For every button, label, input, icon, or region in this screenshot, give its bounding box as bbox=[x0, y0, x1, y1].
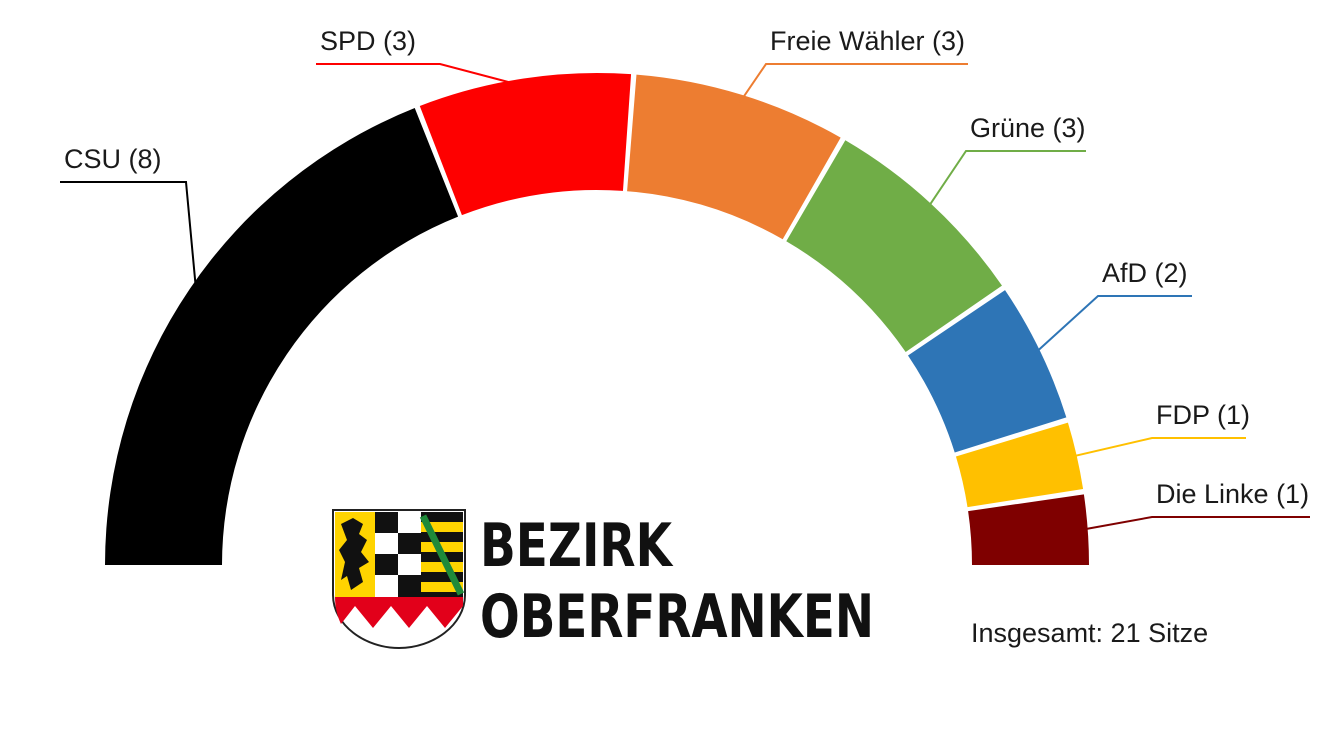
chart-arcs bbox=[105, 73, 1089, 566]
label-grüne: Grüne (3) bbox=[970, 113, 1086, 143]
label-freie-wähler: Freie Wähler (3) bbox=[770, 26, 965, 56]
leader-afd bbox=[1032, 295, 1192, 356]
arc-fdp bbox=[955, 422, 1084, 508]
leader-freie-wähler bbox=[738, 63, 968, 104]
oberfranken-coat-of-arms-icon bbox=[332, 509, 466, 650]
arc-freie-wähler bbox=[627, 74, 841, 240]
arc-csu bbox=[105, 108, 459, 566]
logo-line-1: BEZIRK bbox=[480, 511, 674, 581]
leader-die-linke bbox=[1079, 516, 1310, 532]
leader-spd bbox=[316, 63, 526, 88]
arc-die-linke bbox=[968, 494, 1089, 565]
chart-labels: CSU (8) SPD (3) Freie Wähler (3) Grüne (3) A… bbox=[64, 26, 1309, 509]
leader-csu bbox=[60, 181, 198, 294]
leader-grüne bbox=[925, 150, 1086, 211]
leader-fdp bbox=[1068, 437, 1246, 459]
total-seats-label: Insgesamt: 21 Sitze bbox=[971, 618, 1208, 648]
arc-afd bbox=[907, 290, 1067, 453]
chart-leaders bbox=[60, 63, 1310, 532]
label-spd: SPD (3) bbox=[320, 26, 416, 56]
arc-grüne bbox=[786, 140, 1002, 353]
arc-spd bbox=[419, 73, 632, 216]
label-csu: CSU (8) bbox=[64, 144, 162, 174]
label-fdp: FDP (1) bbox=[1156, 400, 1250, 430]
label-die-linke: Die Linke (1) bbox=[1156, 479, 1309, 509]
logo-line-2: OBERFRANKEN bbox=[480, 582, 874, 652]
label-afd: AfD (2) bbox=[1102, 258, 1188, 288]
